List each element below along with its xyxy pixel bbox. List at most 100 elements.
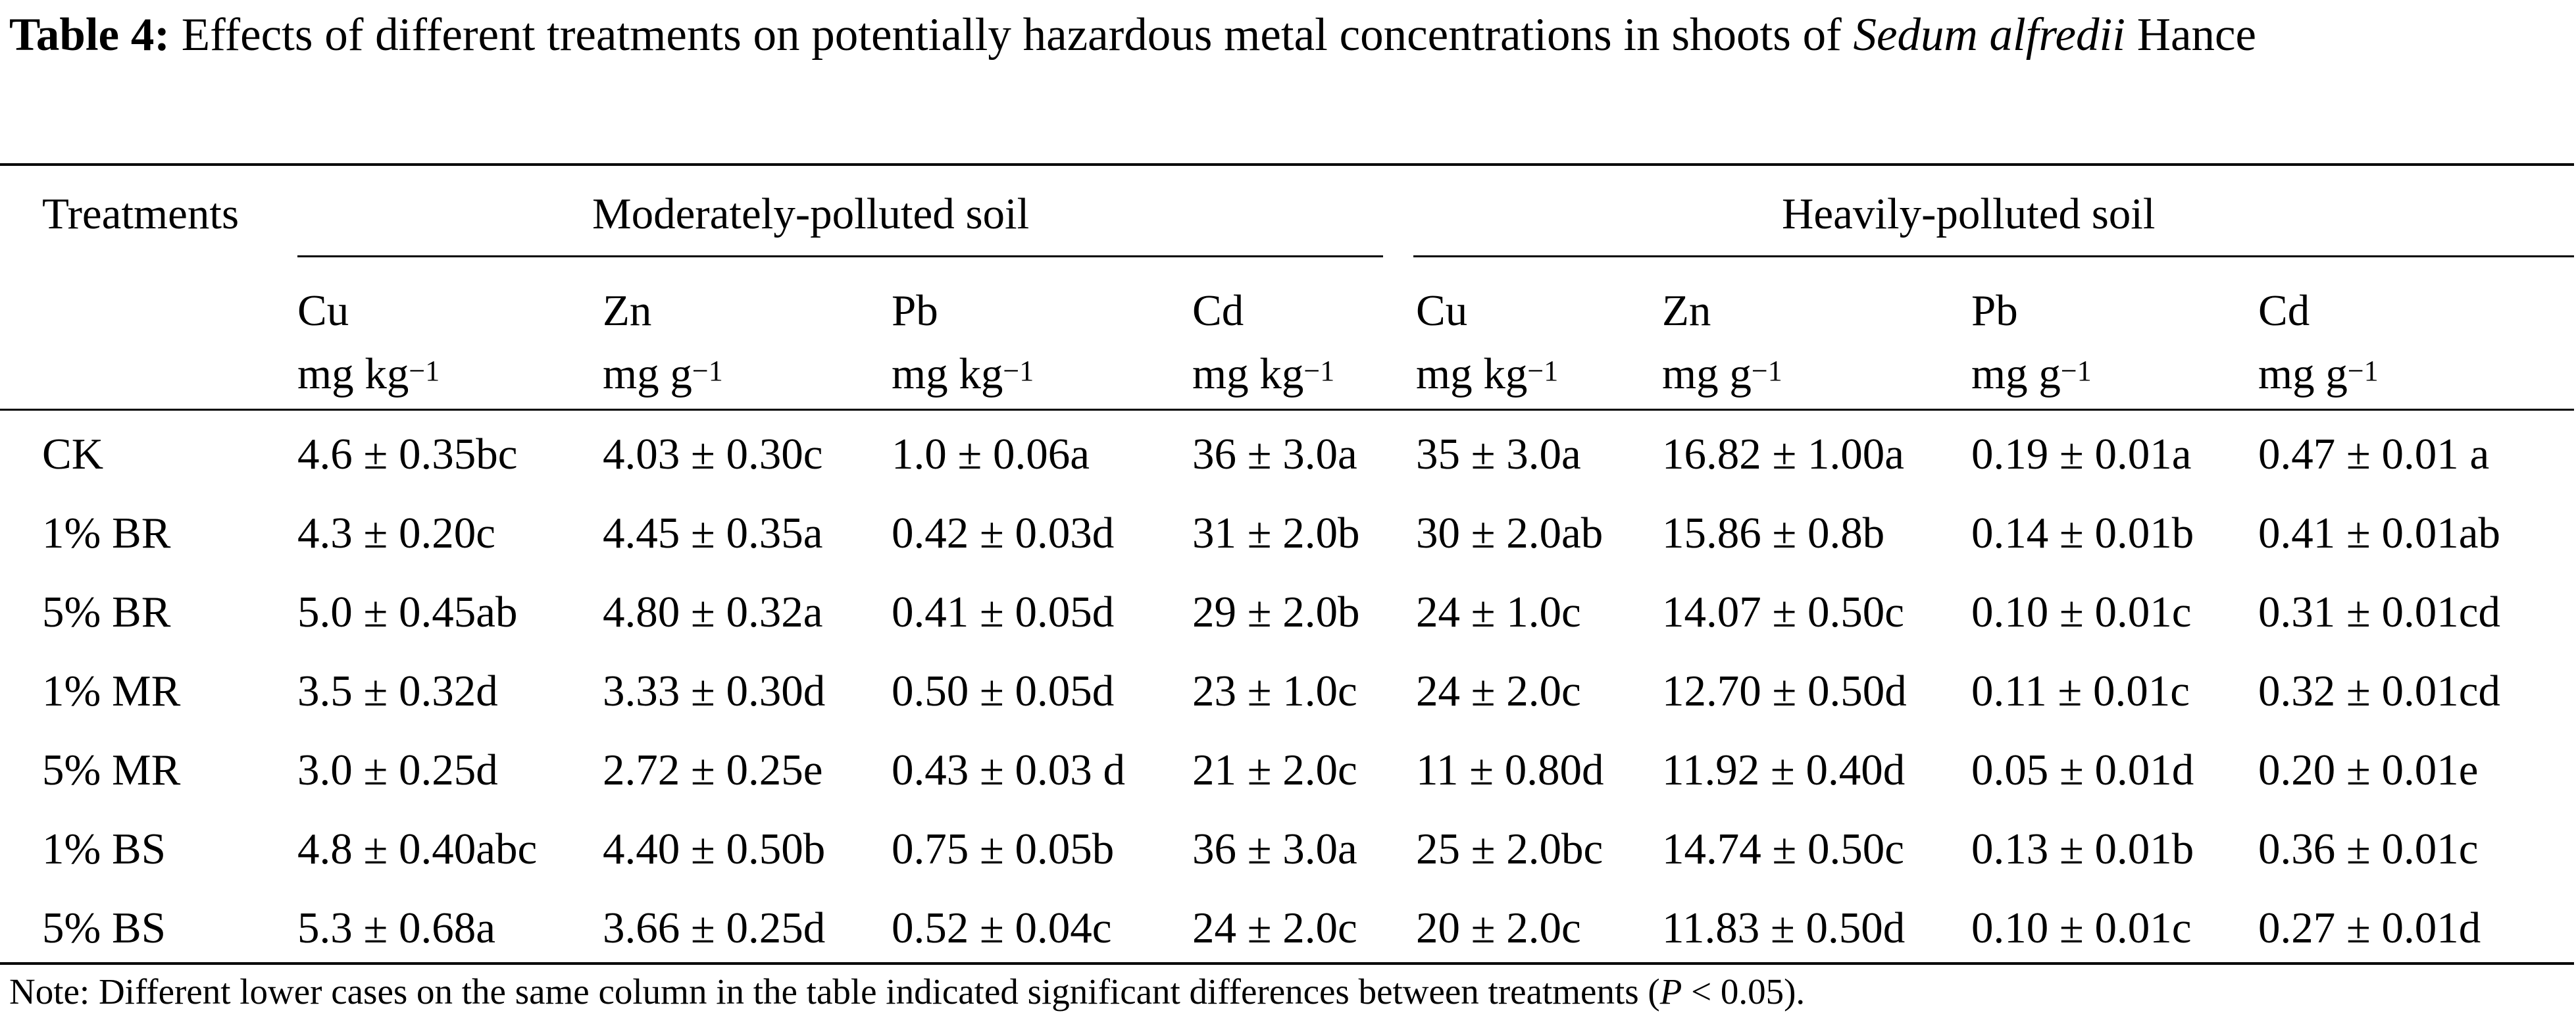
table-cell: 0.36 ± 0.01c xyxy=(2258,825,2479,873)
table-cell: 11.83 ± 0.50d xyxy=(1662,904,1906,952)
treatment-cell: 5% BS xyxy=(42,904,166,952)
table-cell: 5.0 ± 0.45ab xyxy=(297,588,518,636)
unit-base: mg kg xyxy=(1192,349,1304,398)
table-cell: 0.19 ± 0.01a xyxy=(1971,430,2192,478)
unit-base: mg g xyxy=(603,349,692,398)
table-cell: 15.86 ± 0.8b xyxy=(1662,509,1885,557)
unit-base: mg kg xyxy=(297,349,409,398)
column-header-metal: Zn xyxy=(603,286,652,335)
table-cell: 16.82 ± 1.00a xyxy=(1662,430,1905,478)
top-rule xyxy=(0,163,2574,166)
note-p-symbol: P xyxy=(1659,971,1682,1012)
table-cell: 0.41 ± 0.01ab xyxy=(2258,509,2501,557)
table-cell: 21 ± 2.0c xyxy=(1192,746,1357,794)
unit-exponent: −1 xyxy=(409,355,440,387)
table-cell: 30 ± 2.0ab xyxy=(1416,509,1604,557)
table-cell: 0.14 ± 0.01b xyxy=(1971,509,2194,557)
table-cell: 31 ± 2.0b xyxy=(1192,509,1360,557)
table-cell: 12.70 ± 0.50d xyxy=(1662,667,1907,715)
table-cell: 0.10 ± 0.01c xyxy=(1971,588,2192,636)
table-cell: 4.6 ± 0.35bc xyxy=(297,430,518,478)
table-cell: 0.43 ± 0.03 d xyxy=(892,746,1126,794)
treatment-cell: CK xyxy=(42,430,104,478)
column-header-metal: Cu xyxy=(1416,286,1468,335)
table-cell: 1.0 ± 0.06a xyxy=(892,430,1090,478)
column-header-metal: Pb xyxy=(892,286,938,335)
unit-exponent: −1 xyxy=(1003,355,1034,387)
table-cell: 2.72 ± 0.25e xyxy=(603,746,823,794)
table-cell: 3.66 ± 0.25d xyxy=(603,904,826,952)
table-cell: 24 ± 1.0c xyxy=(1416,588,1581,636)
table-cell: 3.0 ± 0.25d xyxy=(297,746,498,794)
unit-exponent: −1 xyxy=(1751,355,1782,387)
unit-exponent: −1 xyxy=(2347,355,2379,387)
header-treatments: Treatments xyxy=(42,190,240,238)
column-header-unit: mg g−1 xyxy=(2258,347,2379,405)
column-header-metal: Zn xyxy=(1662,286,1711,335)
column-header-unit: mg kg−1 xyxy=(1416,347,1558,405)
table-cell: 4.40 ± 0.50b xyxy=(603,825,826,873)
table-cell: 0.52 ± 0.04c xyxy=(892,904,1112,952)
treatment-cell: 1% MR xyxy=(42,667,181,715)
treatment-cell: 5% BR xyxy=(42,588,171,636)
table-cell: 11 ± 0.80d xyxy=(1416,746,1604,794)
table-cell: 23 ± 1.0c xyxy=(1192,667,1357,715)
table-cell: 0.10 ± 0.01c xyxy=(1971,904,2192,952)
table-cell: 14.07 ± 0.50c xyxy=(1662,588,1905,636)
table-cell: 25 ± 2.0bc xyxy=(1416,825,1604,873)
table-cell: 4.45 ± 0.35a xyxy=(603,509,823,557)
column-header-metal: Cd xyxy=(1192,286,1244,335)
header-group-moderate: Moderately-polluted soil xyxy=(592,190,1030,238)
column-header-unit: mg kg−1 xyxy=(892,347,1034,405)
column-header-metal: Cd xyxy=(2258,286,2310,335)
table-cell: 5.3 ± 0.68a xyxy=(297,904,496,952)
table-cell: 0.20 ± 0.01e xyxy=(2258,746,2479,794)
table-label: Table 4: xyxy=(9,9,170,61)
column-header-unit: mg g−1 xyxy=(1971,347,2092,405)
table-cell: 35 ± 3.0a xyxy=(1416,430,1581,478)
unit-exponent: −1 xyxy=(1303,355,1335,387)
table-cell: 0.42 ± 0.03d xyxy=(892,509,1115,557)
treatment-cell: 1% BS xyxy=(42,825,166,873)
unit-exponent: −1 xyxy=(2060,355,2092,387)
table-cell: 24 ± 2.0c xyxy=(1192,904,1357,952)
unit-base: mg kg xyxy=(892,349,1003,398)
table-cell: 0.32 ± 0.01cd xyxy=(2258,667,2501,715)
note-text-after: < 0.05). xyxy=(1682,971,1806,1012)
table-cell: 14.74 ± 0.50c xyxy=(1662,825,1905,873)
unit-base: mg g xyxy=(2258,349,2348,398)
moderate-group-rule xyxy=(297,255,1383,257)
unit-base: mg kg xyxy=(1416,349,1528,398)
column-header-metal: Pb xyxy=(1971,286,2018,335)
table-cell: 0.27 ± 0.01d xyxy=(2258,904,2481,952)
table-cell: 4.8 ± 0.40abc xyxy=(297,825,538,873)
column-header-unit: mg kg−1 xyxy=(297,347,440,405)
table-cell: 0.50 ± 0.05d xyxy=(892,667,1115,715)
column-header-unit: mg g−1 xyxy=(603,347,723,405)
treatment-cell: 1% BR xyxy=(42,509,171,557)
unit-base: mg g xyxy=(1662,349,1752,398)
note-text: Note: Different lower cases on the same … xyxy=(9,971,1660,1012)
caption-text-after: Hance xyxy=(2136,9,2257,61)
table-cell: 4.80 ± 0.32a xyxy=(603,588,823,636)
table-cell: 20 ± 2.0c xyxy=(1416,904,1581,952)
table-cell: 11.92 ± 0.40d xyxy=(1662,746,1906,794)
table-cell: 3.5 ± 0.32d xyxy=(297,667,498,715)
unit-exponent: −1 xyxy=(692,355,723,387)
table-cell: 0.05 ± 0.01d xyxy=(1971,746,2194,794)
unit-base: mg g xyxy=(1971,349,2061,398)
table-cell: 4.03 ± 0.30c xyxy=(603,430,823,478)
header-rule xyxy=(0,409,2574,411)
table-note: Note: Different lower cases on the same … xyxy=(9,969,1805,1015)
table-cell: 24 ± 2.0c xyxy=(1416,667,1581,715)
table-cell: 0.47 ± 0.01 a xyxy=(2258,430,2490,478)
table-cell: 29 ± 2.0b xyxy=(1192,588,1360,636)
treatment-cell: 5% MR xyxy=(42,746,181,794)
table-cell: 0.31 ± 0.01cd xyxy=(2258,588,2501,636)
caption-species: Sedum alfredii xyxy=(1853,9,2125,61)
column-header-unit: mg kg−1 xyxy=(1192,347,1334,405)
table-cell: 36 ± 3.0a xyxy=(1192,825,1357,873)
header-group-heavy: Heavily-polluted soil xyxy=(1782,190,2156,238)
table-cell: 0.13 ± 0.01b xyxy=(1971,825,2194,873)
caption-text: Effects of different treatments on poten… xyxy=(181,9,1842,61)
